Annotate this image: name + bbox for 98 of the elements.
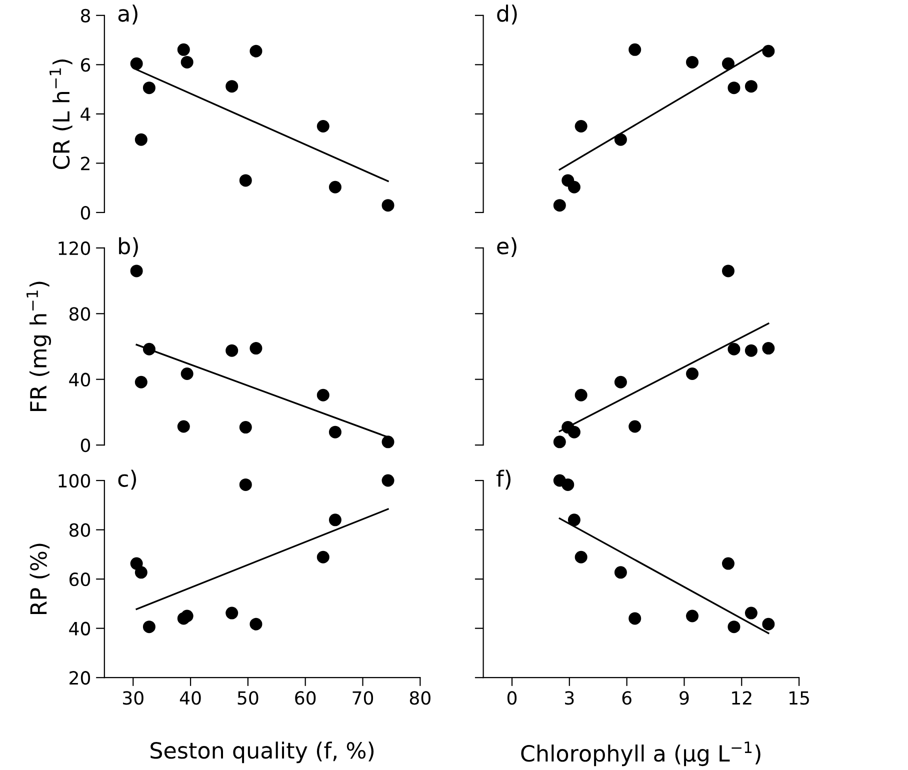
point: [762, 44, 775, 58]
point: [142, 620, 156, 634]
point: [553, 199, 566, 212]
point: [177, 420, 190, 433]
x-tick-label: 3: [565, 691, 574, 705]
x-tick-label: 0: [507, 691, 517, 705]
point: [226, 344, 238, 357]
annotation: f): [496, 470, 511, 490]
x-tick-label: 12: [732, 691, 752, 705]
point: [744, 344, 758, 357]
point: [316, 388, 330, 402]
point: [239, 421, 252, 434]
point: [250, 618, 262, 630]
point: [130, 264, 143, 278]
point: [614, 376, 627, 388]
x-tick-label: 40: [180, 691, 201, 705]
y-tick-label: 4: [80, 108, 90, 121]
point: [728, 620, 740, 634]
point: [686, 610, 699, 622]
point: [328, 180, 342, 194]
point: [568, 180, 580, 194]
point: [762, 618, 775, 630]
y-tick-label: 2: [81, 156, 90, 170]
point: [316, 550, 330, 564]
point: [628, 43, 642, 56]
point: [686, 56, 699, 68]
point: [553, 436, 566, 448]
x-tick-label: 70: [352, 691, 374, 705]
point: [180, 368, 194, 380]
y-tick-label: 0: [80, 438, 90, 452]
point: [180, 610, 194, 622]
point: [134, 133, 148, 146]
point: [328, 426, 342, 438]
y-tick-label: 40: [69, 372, 90, 386]
x-tick-label: 15: [790, 691, 809, 705]
y-axis-title: CR (L h$^{−1}$): [50, 60, 72, 170]
x-axis-title: Chlorophyll a (µg L$^{−1}$): [521, 742, 760, 766]
point: [180, 56, 194, 68]
y-axis-title: RP (%): [30, 544, 50, 614]
point: [762, 342, 775, 355]
point: [382, 199, 394, 212]
point: [177, 43, 190, 56]
x-tick-label: 6: [622, 691, 632, 705]
x-tick-label: 9: [680, 691, 689, 705]
point: [328, 514, 342, 526]
point: [250, 342, 262, 355]
point: [728, 342, 740, 356]
y-axis-title: FR (mg h$^{−1}$): [26, 282, 52, 411]
annotation: e): [497, 237, 516, 258]
point: [568, 514, 580, 526]
y-tick-label: 0: [80, 206, 90, 220]
x-tick-label: 50: [238, 691, 258, 705]
point: [130, 57, 143, 70]
point: [142, 82, 156, 94]
annotation: b): [119, 237, 138, 258]
annotation: c): [118, 470, 136, 490]
point: [744, 80, 758, 93]
x-tick-label: 30: [123, 691, 144, 705]
point: [722, 264, 734, 278]
point: [134, 566, 148, 579]
point: [316, 120, 330, 133]
y-tick-label: 80: [69, 523, 90, 537]
y-tick-label: 100: [58, 474, 90, 488]
y-tick-label: 8: [80, 8, 90, 23]
point: [728, 82, 740, 94]
point: [226, 606, 238, 620]
x-axis-title: Seston quality (f, %): [150, 742, 374, 764]
y-tick-label: 80: [69, 307, 90, 321]
point: [628, 612, 642, 625]
point: [239, 478, 252, 491]
point: [130, 557, 143, 570]
point: [686, 368, 699, 380]
y-tick-label: 60: [70, 572, 90, 586]
x-tick-label: 60: [295, 691, 316, 705]
point: [553, 474, 566, 487]
point: [722, 557, 734, 570]
point: [744, 606, 758, 620]
x-tick-label: 80: [410, 691, 430, 705]
point: [568, 426, 580, 438]
point: [628, 420, 642, 433]
point: [614, 566, 627, 579]
point: [250, 44, 262, 58]
annotation: a): [118, 4, 138, 24]
annotation: d): [497, 4, 517, 24]
point: [134, 376, 148, 388]
y-tick-label: 40: [69, 622, 90, 636]
y-tick-label: 6: [81, 58, 90, 72]
point: [722, 57, 734, 70]
point: [574, 550, 588, 564]
point: [239, 174, 252, 187]
point: [382, 436, 394, 448]
y-tick-label: 20: [70, 671, 90, 685]
point: [382, 474, 394, 487]
y-tick-label: 120: [58, 241, 90, 256]
point: [574, 120, 588, 133]
point: [614, 133, 627, 146]
point: [574, 388, 588, 402]
point: [226, 80, 238, 93]
